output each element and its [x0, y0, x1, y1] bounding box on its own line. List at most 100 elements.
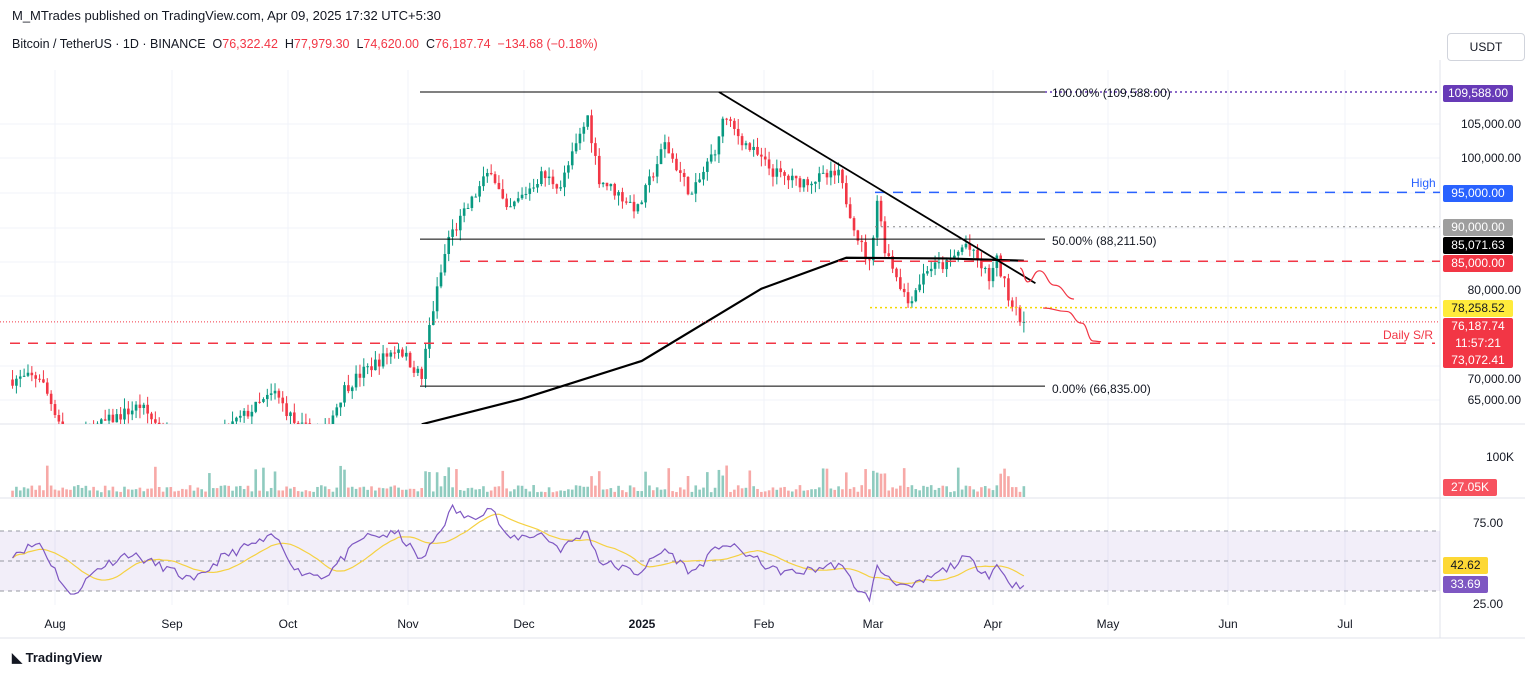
candle-body: [200, 463, 203, 473]
volume-bar: [219, 485, 223, 497]
candle-body: [235, 417, 238, 422]
volume-bar: [868, 489, 871, 497]
candle-body: [451, 229, 454, 237]
volume-bar: [702, 487, 705, 497]
candle-body: [189, 464, 192, 474]
candle-body: [551, 176, 555, 185]
candle-body: [856, 230, 860, 241]
currency-button[interactable]: USDT: [1447, 33, 1525, 61]
candle-body: [208, 446, 211, 463]
candle-body: [945, 259, 948, 270]
candle-body: [956, 251, 960, 256]
candle-body: [343, 385, 346, 403]
price-tick: 100,000.00: [1460, 151, 1521, 165]
candle-body: [30, 372, 34, 376]
candle-body: [509, 206, 512, 208]
candle-body: [300, 422, 304, 424]
volume-bar: [601, 489, 605, 497]
volume-bar: [277, 490, 281, 497]
volume-bar: [204, 491, 207, 497]
volume-bar: [536, 492, 539, 497]
candle-body: [671, 153, 674, 159]
volume-bar: [729, 491, 732, 497]
volume-bar: [327, 489, 331, 497]
candle-body: [370, 366, 373, 371]
volume-bar: [76, 485, 80, 497]
volume-bar: [513, 489, 516, 497]
volume-bar: [636, 491, 640, 497]
candle-body: [524, 193, 528, 195]
volume-bar: [845, 472, 848, 497]
candle-body: [466, 207, 470, 209]
volume-bar: [196, 487, 200, 497]
candle-body: [729, 119, 732, 121]
volume-bar: [987, 488, 991, 497]
fib-top-price-tag: 109,588.00: [1443, 85, 1513, 102]
candle-body: [694, 182, 698, 194]
volume-bar: [15, 486, 18, 497]
candle-body: [482, 176, 485, 187]
candle-body: [227, 424, 230, 429]
candle-body: [601, 182, 605, 185]
volume-bar: [582, 486, 586, 497]
candle-body: [162, 430, 165, 435]
candle-body: [335, 407, 339, 416]
candle-body: [431, 311, 435, 326]
candle-body: [385, 353, 389, 357]
fib-100-label: 100.00% (109,588.00): [1052, 86, 1171, 100]
volume-bar: [910, 485, 914, 497]
candle-body: [528, 188, 532, 194]
time-tick: Aug: [44, 617, 66, 631]
volume-bar: [528, 491, 532, 497]
candle-body: [895, 268, 898, 278]
volume-bar: [937, 487, 941, 497]
candle-body: [570, 151, 574, 166]
candle-body: [231, 421, 234, 424]
candle-body: [717, 136, 721, 155]
volume-bar: [740, 488, 744, 497]
volume-bar: [906, 487, 910, 497]
candle-body: [81, 441, 84, 450]
volume-bar: [258, 490, 261, 497]
time-tick: Sep: [161, 617, 183, 631]
volume-bar: [11, 490, 14, 497]
candle-body: [119, 414, 122, 420]
volume-bar: [570, 489, 574, 497]
volume-bar: [613, 491, 616, 497]
volume-bar: [1018, 491, 1022, 497]
candle-body: [304, 422, 308, 424]
symbol-name[interactable]: Bitcoin / TetherUS · 1D · BINANCE: [12, 37, 206, 51]
volume-bar: [698, 489, 701, 497]
tradingview-logo[interactable]: ◣ TradingView: [12, 650, 102, 666]
volume-bar: [941, 485, 945, 497]
volume-bar: [694, 485, 698, 497]
candle-body: [972, 249, 975, 251]
candle-body: [902, 288, 906, 293]
volume-bar: [547, 487, 551, 497]
volume-bar: [173, 491, 176, 497]
candle-body: [366, 366, 369, 368]
volume-bar: [235, 486, 238, 497]
close-label: C: [425, 37, 435, 51]
candle-body: [547, 176, 551, 179]
volume-bar: [150, 488, 153, 497]
volume-bar: [648, 485, 651, 497]
time-tick: Nov: [397, 617, 419, 631]
candles-group: [11, 109, 1026, 474]
candle-body: [157, 422, 161, 424]
time-tick: Mar: [862, 617, 884, 631]
candle-body: [833, 170, 837, 176]
volume-bar: [262, 467, 265, 497]
candle-body: [220, 431, 223, 440]
fib-50-label: 50.00% (88,211.50): [1052, 234, 1157, 248]
volume-bar: [65, 489, 68, 497]
countdown: 11:57:21: [1455, 336, 1501, 350]
candle-body: [690, 193, 694, 195]
candle-body: [999, 255, 1002, 277]
volume-bar: [837, 486, 840, 497]
volume-bar: [493, 486, 497, 497]
candle-body: [358, 373, 362, 378]
candle-body: [860, 240, 864, 243]
volume-bar: [516, 485, 520, 497]
